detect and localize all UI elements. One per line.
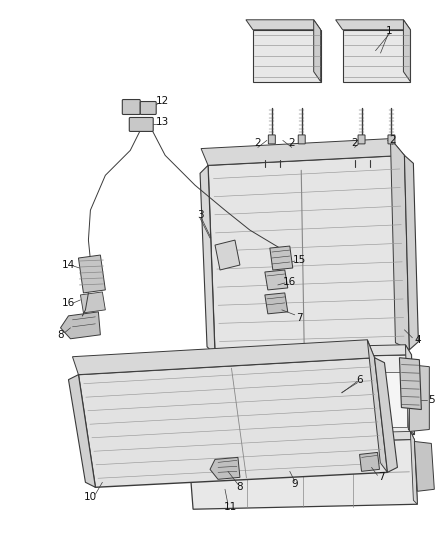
Polygon shape [78,358,388,487]
Polygon shape [200,355,414,439]
Polygon shape [403,20,410,82]
Polygon shape [360,453,379,471]
Text: 2: 2 [289,139,295,148]
Polygon shape [208,155,410,355]
Polygon shape [295,346,318,364]
FancyBboxPatch shape [388,135,395,144]
Polygon shape [314,20,321,82]
Text: 8: 8 [237,482,243,492]
Text: 8: 8 [57,330,64,340]
Polygon shape [406,345,414,434]
Text: 4: 4 [414,335,420,345]
Polygon shape [81,292,106,313]
Polygon shape [390,139,410,350]
Text: 12: 12 [155,95,169,106]
Polygon shape [270,246,293,270]
Text: 2: 2 [389,135,396,146]
FancyBboxPatch shape [298,135,305,144]
Text: 5: 5 [428,394,434,405]
Text: 3: 3 [197,210,203,220]
Polygon shape [410,365,429,432]
Polygon shape [363,372,407,427]
Polygon shape [60,312,100,339]
Text: 11: 11 [223,502,237,512]
Text: 16: 16 [283,277,297,287]
Polygon shape [288,372,355,427]
Polygon shape [367,340,388,472]
Polygon shape [265,293,288,314]
FancyBboxPatch shape [358,135,365,144]
Polygon shape [215,240,240,270]
Polygon shape [410,432,417,504]
Polygon shape [78,255,106,293]
Text: 1: 1 [386,26,393,36]
Text: 7: 7 [297,313,303,323]
Polygon shape [265,270,288,290]
Polygon shape [195,368,215,397]
Text: 2: 2 [254,139,261,148]
Polygon shape [414,441,434,491]
Text: 9: 9 [291,479,298,489]
Polygon shape [253,30,321,82]
Text: 14: 14 [62,260,75,270]
Polygon shape [210,372,280,427]
FancyBboxPatch shape [122,100,140,115]
Polygon shape [343,30,410,82]
Polygon shape [72,340,374,375]
Text: 15: 15 [293,255,306,265]
Text: 2: 2 [351,139,358,148]
FancyBboxPatch shape [129,117,153,132]
Polygon shape [186,432,414,445]
Polygon shape [188,439,417,509]
Polygon shape [210,457,240,479]
FancyBboxPatch shape [140,101,156,115]
Polygon shape [374,358,397,472]
Text: 10: 10 [84,492,97,502]
Text: 13: 13 [155,117,169,127]
Polygon shape [399,358,421,409]
Text: 16: 16 [62,298,75,308]
Polygon shape [200,165,215,355]
FancyBboxPatch shape [268,135,276,144]
Polygon shape [185,445,215,466]
Polygon shape [404,155,418,350]
Polygon shape [246,20,321,30]
Text: 6: 6 [356,375,363,385]
Polygon shape [68,375,95,487]
Polygon shape [197,345,411,360]
Polygon shape [201,139,404,165]
Text: 7: 7 [378,472,385,482]
Polygon shape [336,20,410,30]
